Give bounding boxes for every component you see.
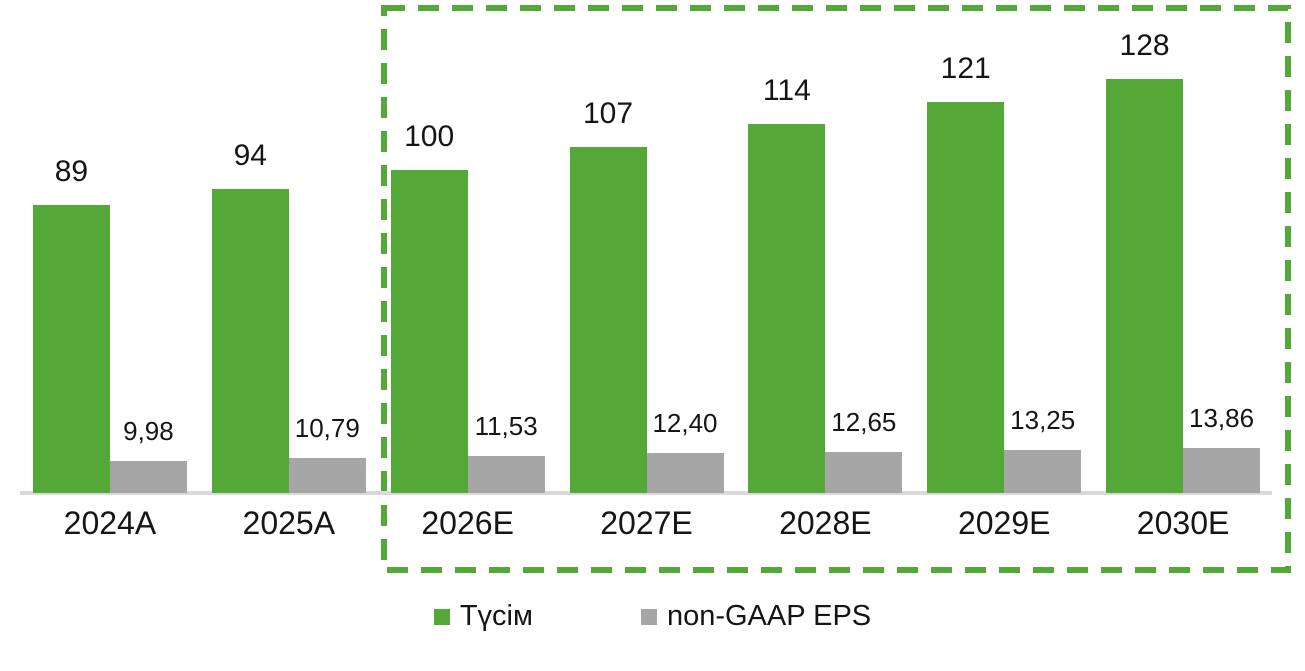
revenue-value-label: 114	[762, 74, 811, 108]
revenue-bar	[569, 147, 647, 493]
revenue-value-label: 94	[233, 139, 267, 173]
eps-bar	[1183, 448, 1261, 493]
eps-bar	[109, 461, 187, 493]
eps-value-label: 12,40	[652, 407, 718, 438]
eps-value-label: 9,98	[123, 415, 174, 446]
revenue-bar	[390, 170, 468, 493]
legend-swatch-eps-icon	[640, 608, 657, 625]
category-label: 2027E	[600, 505, 693, 541]
eps-bar	[288, 458, 366, 493]
category-label: 2030E	[1136, 505, 1230, 541]
legend-label-revenue: Түсім	[459, 600, 533, 632]
eps-value-label: 13,86	[1189, 403, 1255, 434]
eps-value-label: 10,79	[294, 413, 360, 444]
category-label: 2029E	[957, 505, 1051, 541]
revenue-value-label: 89	[54, 155, 89, 189]
revenue-value-label: 121	[940, 51, 991, 85]
revenue-value-label: 128	[1119, 29, 1170, 63]
revenue-bar	[211, 189, 289, 493]
revenue-bar	[32, 205, 110, 493]
legend: Түсім non-GAAP EPS	[0, 600, 1305, 633]
eps-value-label: 13,25	[1010, 405, 1076, 436]
legend-swatch-revenue-icon	[433, 608, 450, 625]
category-label: 2024A	[63, 505, 157, 541]
legend-label-eps: non-GAAP EPS	[666, 600, 872, 632]
revenue-bar	[927, 102, 1005, 493]
x-axis-line	[20, 491, 1272, 495]
eps-value-label: 11,53	[474, 410, 538, 441]
eps-bar	[1004, 450, 1082, 493]
category-label: 2025A	[242, 505, 336, 541]
eps-bar	[646, 453, 724, 493]
legend-item-eps: non-GAAP EPS	[640, 600, 872, 633]
eps-value-label: 12,65	[831, 407, 897, 438]
revenue-bar	[1106, 79, 1184, 493]
legend-item-revenue: Түсім	[433, 600, 533, 633]
eps-bar	[825, 452, 903, 493]
revenue-value-label: 107	[582, 96, 634, 130]
revenue-value-label: 100	[404, 119, 455, 153]
category-label: 2028E	[779, 505, 872, 541]
category-label: 2026E	[421, 505, 514, 541]
revenue-bar	[748, 124, 826, 493]
eps-bar	[467, 456, 545, 493]
